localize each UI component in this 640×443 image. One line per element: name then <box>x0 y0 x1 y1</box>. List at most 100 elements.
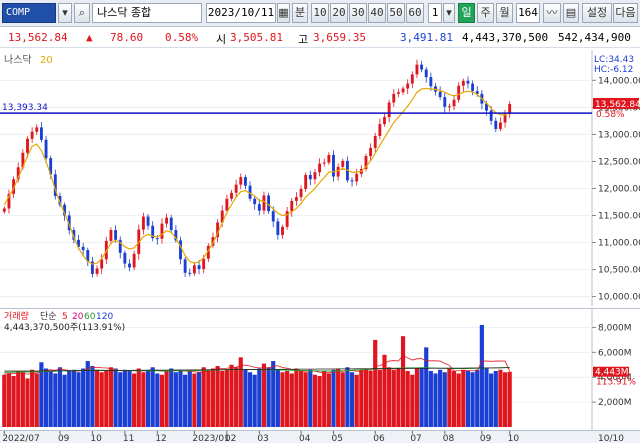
volume-bar <box>6 373 12 427</box>
time-tick-label: 02 <box>225 434 236 443</box>
volume-bar <box>220 371 225 427</box>
candle-body <box>179 240 182 260</box>
vol-readout: 4,443,370,500주(113.91%) <box>4 322 125 333</box>
volume-chart[interactable]: 거래량 단순 5 20 60 120 4,443,370,500주(113.91… <box>0 308 640 431</box>
volume-bar <box>502 372 508 427</box>
volume-bar <box>127 371 132 427</box>
candle-body <box>285 211 289 227</box>
period-30-button[interactable]: 30 <box>349 3 367 23</box>
month-button[interactable]: 월 <box>496 3 513 23</box>
candle-body <box>341 160 345 167</box>
symbol-name-field: 나스닥 종합 <box>92 3 202 23</box>
volume-bar <box>145 369 151 427</box>
volume-bar <box>331 369 336 427</box>
week-button[interactable]: 주 <box>477 3 494 23</box>
candle-body <box>234 184 238 193</box>
candle-body <box>457 85 461 100</box>
candle-body <box>2 208 6 212</box>
vol-legend-ma120: 120 <box>96 312 113 322</box>
next-button[interactable]: 다음 <box>613 3 638 23</box>
last-price-box <box>593 97 639 109</box>
volume-bar <box>438 369 443 427</box>
interval-input[interactable]: 1 <box>428 3 442 23</box>
candle-body <box>290 200 294 212</box>
volume-tick-label: 6,000M <box>598 348 632 358</box>
time-tick-label: 06 <box>373 434 385 443</box>
volume-bar <box>442 372 447 427</box>
chevron-down-icon[interactable]: ▾ <box>58 3 72 23</box>
candle-body <box>109 230 113 241</box>
volume-bar <box>164 371 169 427</box>
volume-bar <box>43 368 49 427</box>
candle-body <box>406 83 410 89</box>
candle-body <box>392 93 396 103</box>
volume-bar <box>30 369 35 427</box>
calendar-icon[interactable]: ▦ <box>277 3 290 23</box>
volume-bar <box>396 368 401 427</box>
last-volume-box <box>593 366 629 377</box>
volume-bar <box>317 375 322 427</box>
volume-bar <box>275 369 280 427</box>
candle-body <box>7 193 11 209</box>
volume-bar <box>373 339 378 427</box>
search-icon[interactable]: ⌕ <box>74 3 90 23</box>
candle-body <box>336 166 340 177</box>
volume-bar <box>257 368 262 427</box>
volume-tick-label: 4,000M <box>598 373 632 383</box>
chart-tool-icon[interactable]: 〰 <box>543 3 561 23</box>
day-button[interactable]: 일 <box>458 3 475 23</box>
price-tick-label: 10,500.00 <box>598 266 640 276</box>
volume-bar <box>271 361 276 427</box>
volume-bar <box>16 371 21 427</box>
volume-bar <box>368 371 373 427</box>
candle-body <box>508 103 512 114</box>
grid-icon[interactable]: ▤ <box>563 3 579 23</box>
vol-legend-ma5: 5 <box>62 312 68 322</box>
volume-bar <box>113 368 118 427</box>
volume-bar <box>76 372 81 427</box>
volume-bar <box>90 366 95 427</box>
candle-body <box>387 102 391 118</box>
volume-bar <box>229 364 234 427</box>
candle-body <box>420 64 424 70</box>
volume-bar <box>326 373 331 427</box>
period-20-button[interactable]: 20 <box>330 3 348 23</box>
price-chart[interactable]: 나스닥 20 13,393.34 14,000.0013,500.0013,00… <box>0 50 640 306</box>
candle-body <box>429 77 433 87</box>
period-50-button[interactable]: 50 <box>387 3 405 23</box>
last-price-label: 13,562.84 <box>595 100 640 110</box>
volume-bar <box>285 371 290 427</box>
candle-body <box>262 195 266 211</box>
volume-bar <box>48 371 53 427</box>
volume-bar <box>405 371 410 427</box>
volume-bar <box>39 362 44 427</box>
volume-bar <box>433 373 438 427</box>
settings-button[interactable]: 설정 <box>582 3 612 23</box>
candle-body <box>299 189 303 198</box>
symbol-code-input[interactable]: COMP <box>2 3 56 23</box>
volume-bar <box>359 369 364 427</box>
volume-bar <box>493 371 498 427</box>
period-10-button[interactable]: 10 <box>311 3 329 23</box>
period-40-button[interactable]: 40 <box>368 3 386 23</box>
candle-body <box>86 250 90 262</box>
time-tick-label: 07 <box>410 434 421 443</box>
vol-legend-ma60: 60 <box>84 312 96 322</box>
price-tick-label: 13,000.00 <box>598 130 640 140</box>
interval-dropdown-icon[interactable]: ▾ <box>443 3 455 23</box>
count-input[interactable]: 164 <box>516 3 540 23</box>
candle-body <box>12 179 16 194</box>
time-tick-label: 10 <box>90 434 102 443</box>
minute-button[interactable]: 분 <box>292 3 308 23</box>
last-volume-pct: 113.91% <box>596 378 636 388</box>
time-tick-label: 2022/07 <box>2 434 39 443</box>
period-60-button[interactable]: 60 <box>406 3 424 23</box>
candle-body <box>243 177 247 186</box>
quote-bar: 13,562.84 ▲ 78.60 0.58% 시 3,505.81 고 3,6… <box>0 28 640 48</box>
volume-bar <box>400 336 406 427</box>
vol-legend-name: 거래량 <box>4 310 29 322</box>
date-input[interactable]: 2023/10/11 <box>206 3 276 23</box>
volume-bar <box>470 372 475 427</box>
candle-body <box>211 237 215 246</box>
candle-body <box>35 127 39 132</box>
